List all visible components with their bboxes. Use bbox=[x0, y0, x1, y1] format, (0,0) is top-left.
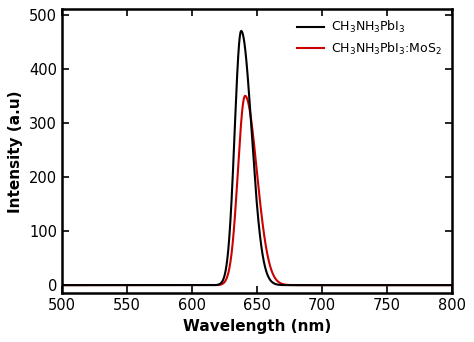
CH$_3$NH$_3$PbI$_3$ bbox=[380, 283, 385, 287]
CH$_3$NH$_3$PbI$_3$:MoS$_2$ bbox=[59, 283, 65, 287]
CH$_3$NH$_3$PbI$_3$:MoS$_2$ bbox=[242, 94, 248, 98]
CH$_3$NH$_3$PbI$_3$ bbox=[238, 29, 244, 33]
CH$_3$NH$_3$PbI$_3$ bbox=[208, 283, 214, 287]
CH$_3$NH$_3$PbI$_3$:MoS$_2$ bbox=[380, 283, 385, 287]
Legend: CH$_3$NH$_3$PbI$_3$, CH$_3$NH$_3$PbI$_3$:MoS$_2$: CH$_3$NH$_3$PbI$_3$, CH$_3$NH$_3$PbI$_3$… bbox=[293, 16, 446, 60]
CH$_3$NH$_3$PbI$_3$ bbox=[449, 283, 455, 287]
CH$_3$NH$_3$PbI$_3$:MoS$_2$ bbox=[208, 283, 214, 287]
CH$_3$NH$_3$PbI$_3$:MoS$_2$ bbox=[350, 283, 356, 287]
CH$_3$NH$_3$PbI$_3$ bbox=[293, 283, 299, 287]
CH$_3$NH$_3$PbI$_3$ bbox=[59, 283, 65, 287]
X-axis label: Wavelength (nm): Wavelength (nm) bbox=[182, 319, 331, 334]
Line: CH$_3$NH$_3$PbI$_3$:MoS$_2$: CH$_3$NH$_3$PbI$_3$:MoS$_2$ bbox=[62, 96, 452, 285]
Y-axis label: Intensity (a.u): Intensity (a.u) bbox=[9, 90, 23, 212]
CH$_3$NH$_3$PbI$_3$ bbox=[130, 283, 136, 287]
CH$_3$NH$_3$PbI$_3$:MoS$_2$ bbox=[312, 283, 318, 287]
CH$_3$NH$_3$PbI$_3$:MoS$_2$ bbox=[130, 283, 136, 287]
CH$_3$NH$_3$PbI$_3$:MoS$_2$ bbox=[293, 283, 299, 287]
Line: CH$_3$NH$_3$PbI$_3$: CH$_3$NH$_3$PbI$_3$ bbox=[62, 31, 452, 285]
CH$_3$NH$_3$PbI$_3$ bbox=[312, 283, 318, 287]
CH$_3$NH$_3$PbI$_3$ bbox=[350, 283, 356, 287]
CH$_3$NH$_3$PbI$_3$:MoS$_2$ bbox=[449, 283, 455, 287]
